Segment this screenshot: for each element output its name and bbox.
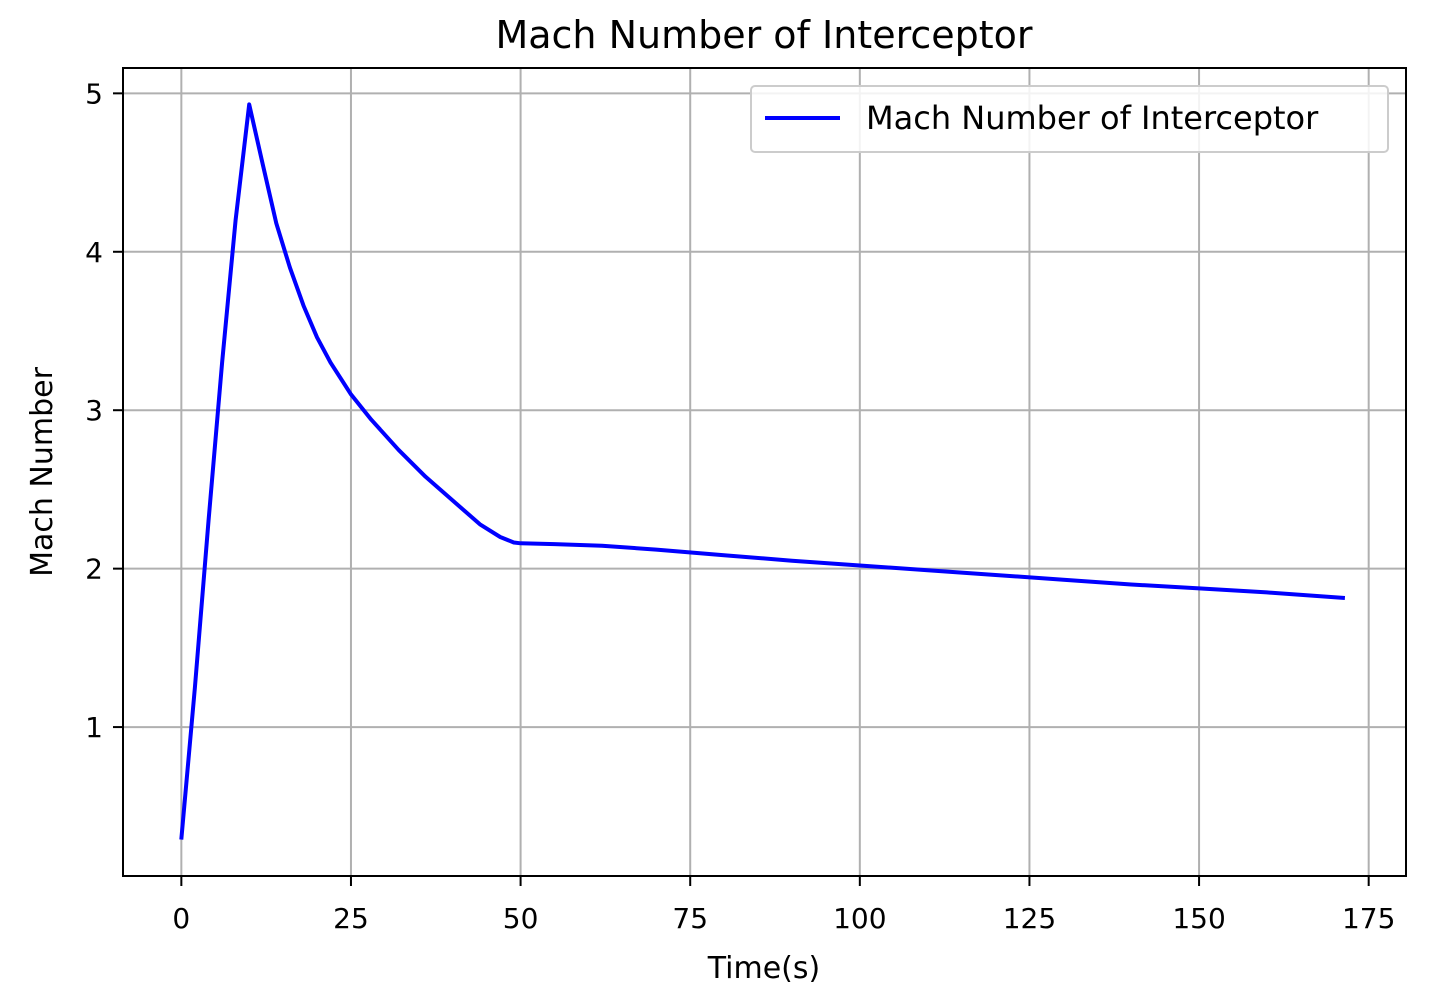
x-tick-label: 150 — [1172, 902, 1225, 935]
legend-box — [750, 85, 1389, 153]
x-tick-label: 100 — [833, 902, 886, 935]
y-tick-label: 2 — [85, 553, 103, 586]
plot-frame — [122, 67, 1407, 877]
y-tick-label: 1 — [85, 711, 103, 744]
x-tick-label: 50 — [503, 902, 539, 935]
x-tick-label: 25 — [333, 902, 369, 935]
y-axis-label: Mach Number — [25, 366, 60, 576]
x-tick-label: 75 — [672, 902, 708, 935]
x-tick-label: 0 — [172, 902, 190, 935]
legend-entry-label: Mach Number of Interceptor — [866, 99, 1319, 137]
x-tick-label: 175 — [1342, 902, 1395, 935]
series-layer — [179, 102, 1346, 840]
series-line — [179, 102, 1346, 840]
chart-title: Mach Number of Interceptor — [495, 13, 1032, 57]
y-tick-label: 4 — [85, 236, 103, 269]
x-axis-label: Time(s) — [707, 951, 820, 986]
ticks: 0 25 50 75 100 125 150 175 1 2 3 4 5 — [85, 77, 1395, 935]
x-tick-label: 125 — [1003, 902, 1056, 935]
grid-lines — [123, 68, 1406, 876]
legend: Mach Number of Interceptor — [750, 85, 1389, 153]
y-tick-label: 5 — [85, 77, 103, 110]
y-tick-label: 3 — [85, 394, 103, 427]
